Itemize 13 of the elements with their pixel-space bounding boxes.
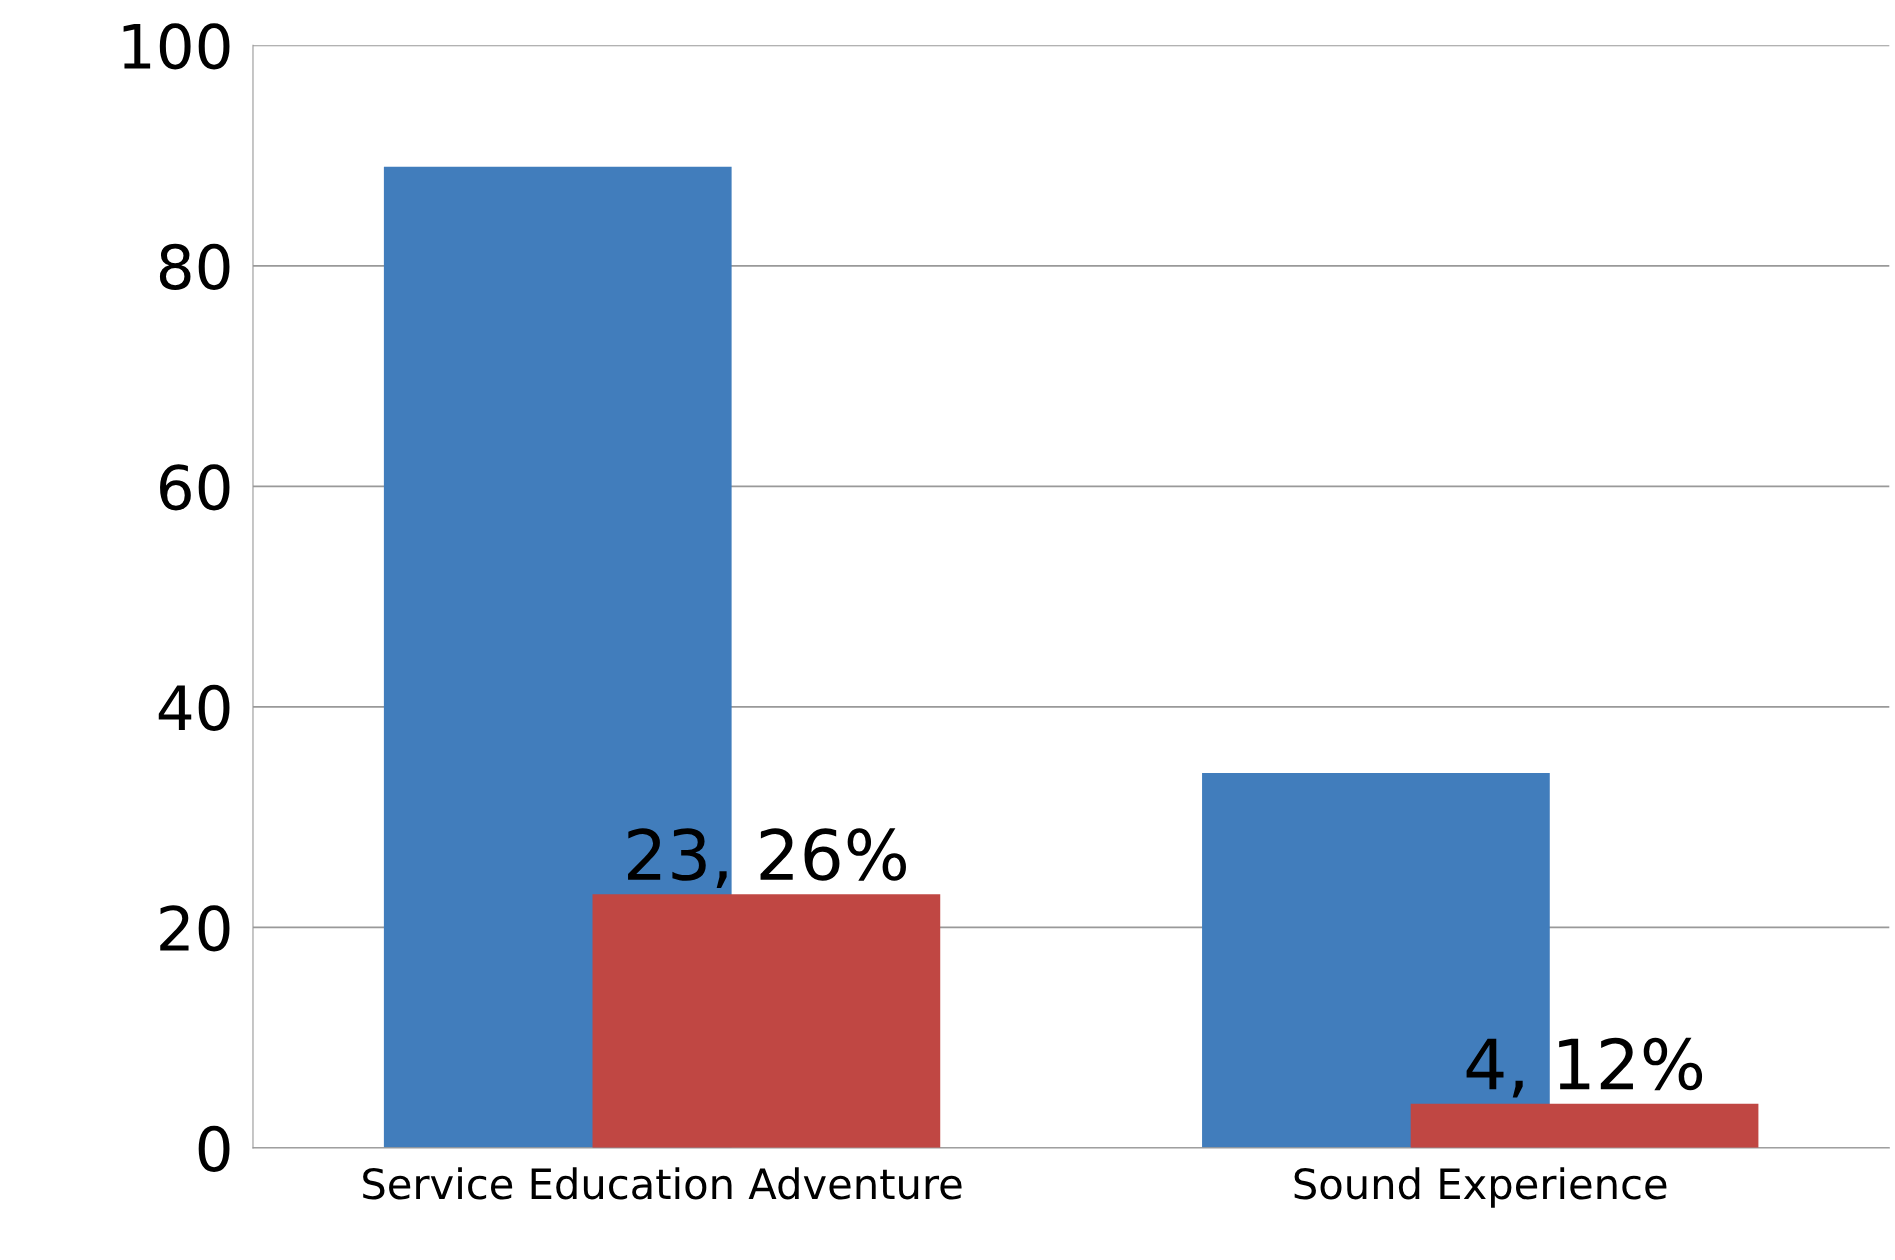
data-label: 4, 12%: [1466, 1037, 1703, 1098]
x-tick-label: Service Education Adventure: [363, 1167, 962, 1200]
data-label: 23, 26%: [628, 828, 906, 888]
y-tick-label: 20: [160, 905, 230, 952]
y-tick-label: 40: [158, 684, 230, 731]
bar: [1410, 1103, 1759, 1148]
y-tick-label: 60: [160, 464, 230, 511]
bar: [592, 894, 941, 1148]
bar: [1202, 773, 1550, 1148]
y-tick-label: 100: [123, 23, 230, 70]
y-tick-label: 0: [198, 1125, 230, 1172]
x-tick-label: Sound Experience: [1294, 1167, 1667, 1208]
y-tick-label: 80: [159, 243, 230, 290]
